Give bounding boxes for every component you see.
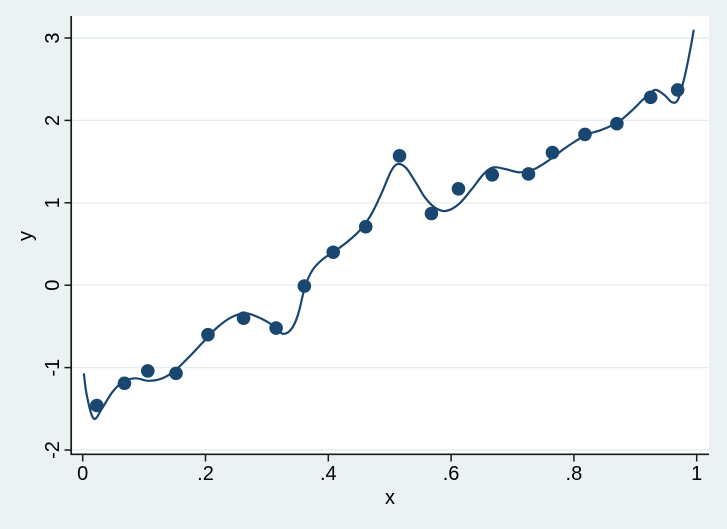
x-tick-label: 0 xyxy=(77,463,88,485)
series-layer xyxy=(82,29,695,421)
data-point-marker xyxy=(670,83,685,97)
y-tick-label: -1 xyxy=(42,359,64,377)
x-tick-label: .6 xyxy=(443,463,460,485)
data-point-marker xyxy=(424,206,439,221)
data-point-marker xyxy=(578,127,592,142)
data-point-marker xyxy=(485,167,500,182)
data-point-marker xyxy=(610,116,624,131)
x-tick-label: .8 xyxy=(566,463,583,485)
y-tick-label: 2 xyxy=(42,115,64,126)
data-point-marker xyxy=(117,376,132,391)
axis-layer xyxy=(64,16,709,462)
data-point-marker xyxy=(451,181,466,196)
data-point-marker xyxy=(236,311,251,325)
data-point-marker xyxy=(201,327,215,342)
x-axis-title: x xyxy=(385,487,395,509)
data-point-marker xyxy=(326,245,341,260)
data-point-marker xyxy=(90,398,104,413)
y-tick-label: 0 xyxy=(42,280,64,291)
data-point-marker xyxy=(545,145,560,160)
plot-area xyxy=(72,16,709,454)
x-tick-label: .2 xyxy=(197,463,214,485)
tick-label-layer: -2 -1 0 1 2 3 0 .2 .4 .6 .8 1 xyxy=(42,32,702,485)
x-tick-label: 1 xyxy=(691,463,702,485)
data-point-marker xyxy=(392,149,407,163)
data-point-marker xyxy=(269,321,283,335)
y-tick-label: -2 xyxy=(42,441,64,459)
data-point-marker xyxy=(297,279,312,293)
y-tick-label: 3 xyxy=(42,32,64,43)
y-axis-title: y xyxy=(15,231,37,241)
x-tick-label: .4 xyxy=(320,463,337,485)
data-point-marker xyxy=(169,366,183,381)
y-tick-label: 1 xyxy=(42,197,64,208)
data-point-marker xyxy=(643,90,658,105)
data-point-marker xyxy=(358,219,373,234)
data-point-marker xyxy=(140,364,155,378)
data-point-marker xyxy=(521,167,536,181)
